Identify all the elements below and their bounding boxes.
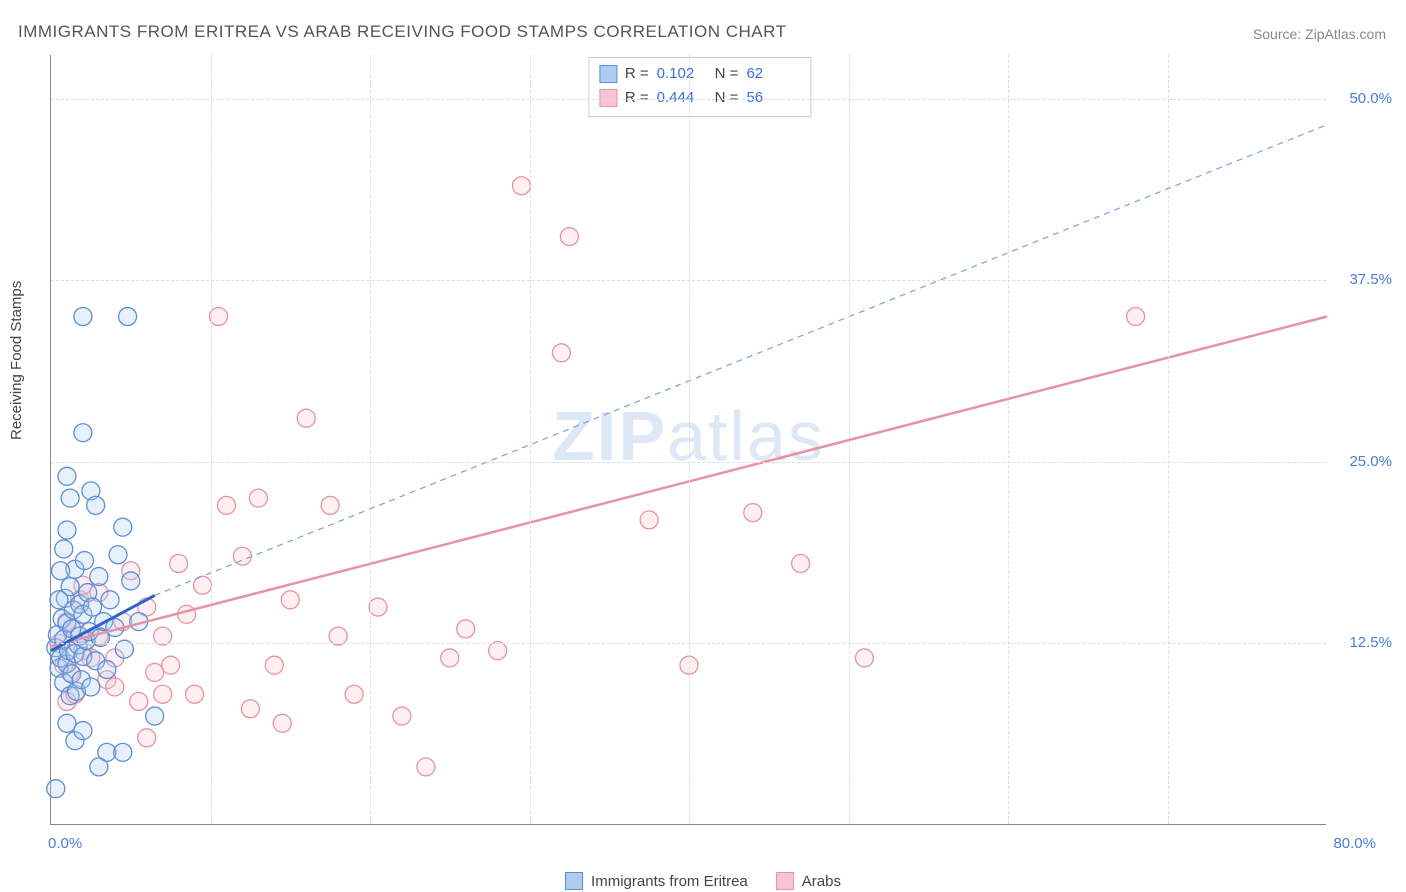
- data-point: [61, 489, 79, 507]
- plot-area: ZIPatlas R = 0.102 N = 62 R = 0.444 N = …: [50, 55, 1326, 825]
- data-point: [162, 656, 180, 674]
- data-point: [114, 743, 132, 761]
- stat-r-label: R =: [625, 62, 649, 86]
- grid-line-v: [1008, 55, 1009, 824]
- data-point: [58, 714, 76, 732]
- data-point: [47, 780, 65, 798]
- data-point: [321, 496, 339, 514]
- legend-item-arabs: Arabs: [776, 872, 841, 890]
- data-point: [233, 547, 251, 565]
- data-point: [513, 177, 531, 195]
- data-point: [560, 228, 578, 246]
- data-point: [90, 568, 108, 586]
- data-point: [50, 591, 68, 609]
- bottom-legend: Immigrants from Eritrea Arabs: [565, 872, 841, 890]
- stat-n-eritrea: 62: [746, 62, 796, 86]
- data-point: [82, 678, 100, 696]
- data-point: [52, 562, 70, 580]
- data-point: [792, 554, 810, 572]
- data-point: [170, 554, 188, 572]
- data-point: [138, 729, 156, 747]
- legend-swatch-eritrea: [565, 872, 583, 890]
- data-point: [393, 707, 411, 725]
- data-point: [855, 649, 873, 667]
- stat-r-eritrea: 0.102: [657, 62, 707, 86]
- data-point: [114, 518, 132, 536]
- data-point: [273, 714, 291, 732]
- data-point: [345, 685, 363, 703]
- data-point: [90, 758, 108, 776]
- data-point: [265, 656, 283, 674]
- data-point: [58, 467, 76, 485]
- legend-item-eritrea: Immigrants from Eritrea: [565, 872, 748, 890]
- x-max-label: 80.0%: [1333, 835, 1376, 852]
- data-point: [441, 649, 459, 667]
- data-point: [417, 758, 435, 776]
- data-point: [74, 424, 92, 442]
- data-point: [369, 598, 387, 616]
- legend-swatch-arabs: [776, 872, 794, 890]
- data-point: [58, 521, 76, 539]
- legend-label-arabs: Arabs: [802, 873, 841, 890]
- x-origin-label: 0.0%: [48, 835, 82, 852]
- data-point: [119, 308, 137, 326]
- data-point: [457, 620, 475, 638]
- grid-line-v: [211, 55, 212, 824]
- stats-legend: R = 0.102 N = 62 R = 0.444 N = 56: [588, 57, 812, 117]
- data-point: [640, 511, 658, 529]
- data-point: [122, 572, 140, 590]
- data-point: [744, 504, 762, 522]
- data-point: [75, 552, 93, 570]
- stat-n-label: N =: [715, 62, 739, 86]
- data-point: [74, 308, 92, 326]
- grid-line-v: [530, 55, 531, 824]
- data-point: [186, 685, 204, 703]
- y-axis-title: Receiving Food Stamps: [8, 281, 25, 440]
- y-tick-label: 50.0%: [1349, 90, 1392, 107]
- data-point: [241, 700, 259, 718]
- data-point: [217, 496, 235, 514]
- data-point: [154, 685, 172, 703]
- data-point: [130, 693, 148, 711]
- data-point: [249, 489, 267, 507]
- source-attribution: Source: ZipAtlas.com: [1253, 26, 1386, 42]
- data-point: [55, 540, 73, 558]
- chart-container: IMMIGRANTS FROM ERITREA VS ARAB RECEIVIN…: [0, 0, 1406, 892]
- data-point: [297, 409, 315, 427]
- data-point: [98, 661, 116, 679]
- data-point: [281, 591, 299, 609]
- trend-line: [155, 125, 1327, 596]
- chart-title: IMMIGRANTS FROM ERITREA VS ARAB RECEIVIN…: [18, 22, 786, 42]
- stats-row-eritrea: R = 0.102 N = 62: [599, 62, 797, 86]
- legend-label-eritrea: Immigrants from Eritrea: [591, 873, 748, 890]
- data-point: [74, 722, 92, 740]
- data-point: [101, 591, 119, 609]
- data-point: [1127, 308, 1145, 326]
- data-point: [178, 605, 196, 623]
- data-point: [552, 344, 570, 362]
- data-point: [109, 546, 127, 564]
- y-tick-label: 37.5%: [1349, 271, 1392, 288]
- grid-line-v: [370, 55, 371, 824]
- data-point: [106, 678, 124, 696]
- data-point: [146, 663, 164, 681]
- y-tick-label: 25.0%: [1349, 453, 1392, 470]
- grid-line-v: [849, 55, 850, 824]
- swatch-eritrea: [599, 65, 617, 83]
- grid-line-v: [689, 55, 690, 824]
- grid-line-v: [1168, 55, 1169, 824]
- y-tick-label: 12.5%: [1349, 634, 1392, 651]
- data-point: [209, 308, 227, 326]
- data-point: [146, 707, 164, 725]
- data-point: [87, 496, 105, 514]
